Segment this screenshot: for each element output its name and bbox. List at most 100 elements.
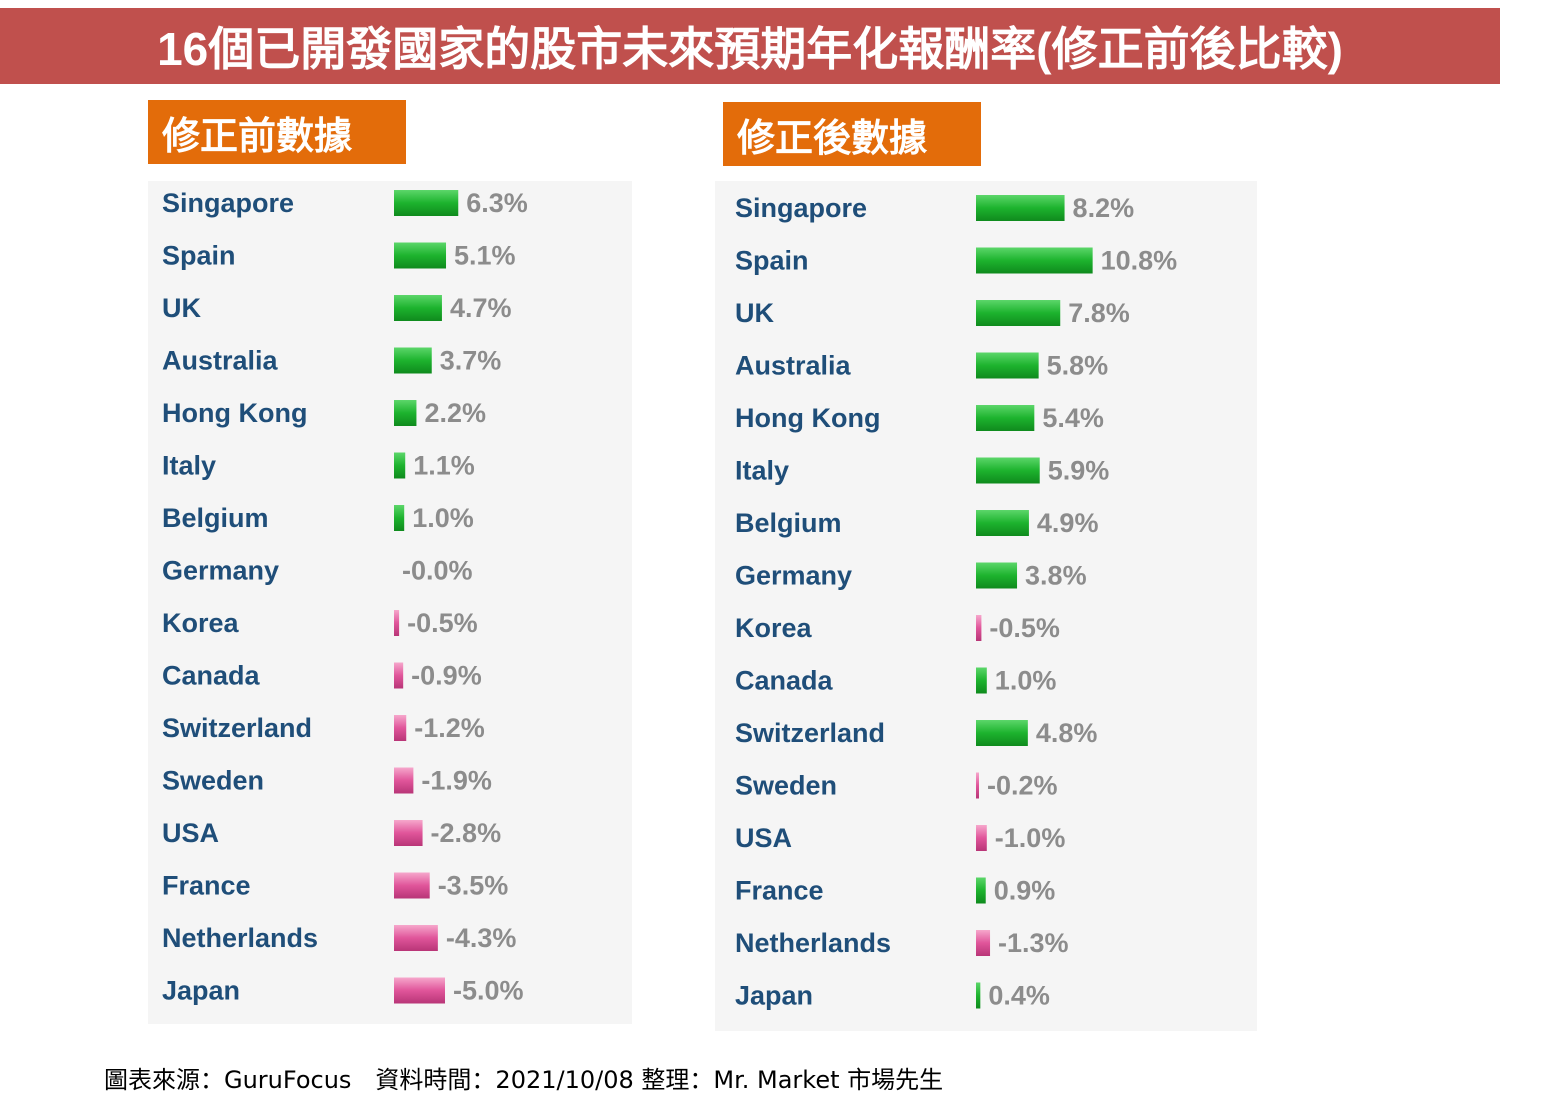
bar	[976, 195, 1065, 221]
bar	[394, 977, 445, 1004]
bar	[394, 820, 423, 846]
source-note: 圖表來源：GuruFocus 資料時間：2021/10/08 整理：Mr. Ma…	[104, 1066, 944, 1094]
value-label: 4.9%	[1037, 508, 1099, 538]
bar	[976, 930, 991, 956]
value-label: -1.0%	[995, 823, 1066, 853]
country-label: Japan	[162, 976, 240, 1006]
bar	[976, 405, 1035, 431]
country-label: Belgium	[162, 503, 269, 533]
bar	[976, 352, 1039, 379]
country-label: Hong Kong	[162, 398, 307, 428]
bar	[394, 347, 432, 374]
value-label: 5.4%	[1042, 403, 1104, 433]
country-label: Switzerland	[735, 718, 885, 748]
bar	[976, 457, 1040, 484]
bar	[394, 400, 417, 426]
value-label: 5.9%	[1048, 456, 1110, 486]
country-label: Singapore	[735, 193, 867, 223]
value-label: -3.5%	[438, 871, 509, 901]
country-label: Spain	[735, 246, 809, 276]
country-label: Italy	[735, 456, 789, 486]
bar	[976, 247, 1093, 274]
value-label: 4.7%	[450, 293, 512, 323]
panel-label-after: 修正後數據	[723, 102, 981, 166]
value-label: 1.0%	[995, 666, 1057, 696]
value-label: -0.2%	[987, 771, 1058, 801]
bar	[976, 877, 986, 904]
value-label: 1.1%	[413, 451, 475, 481]
country-label: USA	[162, 818, 219, 848]
country-label: Australia	[162, 346, 279, 376]
bar	[394, 715, 407, 741]
value-label: -1.9%	[421, 766, 492, 796]
value-label: -1.2%	[414, 713, 485, 743]
bar	[394, 767, 414, 794]
country-label: Korea	[735, 613, 813, 643]
bar	[976, 825, 987, 851]
value-label: 5.1%	[454, 241, 516, 271]
country-label: Singapore	[162, 188, 294, 218]
country-label: Hong Kong	[735, 403, 880, 433]
bar	[394, 295, 442, 321]
value-label: -0.5%	[989, 613, 1060, 643]
country-label: Sweden	[162, 766, 264, 796]
value-label: 0.9%	[994, 876, 1056, 906]
bar	[976, 772, 979, 799]
bar	[976, 300, 1061, 326]
value-label: 5.8%	[1047, 351, 1109, 381]
chart-panel-after: Singapore 8.2% Spain 10.8% UK 7.8% Australia 5.…	[715, 181, 1257, 1031]
country-label: Germany	[735, 561, 852, 591]
chart-panel-before: Singapore 6.3% Spain 5.1% UK 4.7% Australia 3.7…	[148, 181, 632, 1024]
value-label: 7.8%	[1068, 298, 1130, 328]
value-label: -5.0%	[453, 976, 524, 1006]
bar	[394, 452, 406, 479]
bar	[976, 615, 982, 641]
value-label: 0.4%	[988, 981, 1050, 1011]
value-label: -2.8%	[431, 818, 502, 848]
country-label: Switzerland	[162, 713, 312, 743]
country-label: USA	[735, 823, 792, 853]
value-label: 3.8%	[1025, 561, 1087, 591]
bar	[394, 242, 447, 269]
country-label: Sweden	[735, 771, 837, 801]
value-label: 4.8%	[1036, 718, 1098, 748]
country-label: France	[735, 876, 824, 906]
bar	[976, 510, 1029, 536]
bar	[394, 925, 438, 951]
country-label: Canada	[735, 666, 834, 696]
country-label: France	[162, 871, 251, 901]
bar-chart-after: Singapore 8.2% Spain 10.8% UK 7.8% Australia 5.…	[735, 193, 1178, 1011]
country-label: Spain	[162, 241, 236, 271]
value-label: 3.7%	[440, 346, 502, 376]
country-label: Germany	[162, 556, 279, 586]
bar	[394, 190, 459, 216]
bar	[976, 667, 987, 694]
bar	[394, 505, 405, 531]
value-label: 6.3%	[466, 188, 528, 218]
country-label: Canada	[162, 661, 261, 691]
country-label: Netherlands	[735, 928, 891, 958]
value-label: -1.3%	[998, 928, 1069, 958]
value-label: -0.9%	[411, 661, 482, 691]
bar	[976, 982, 981, 1009]
value-label: -0.0%	[402, 556, 473, 586]
bar	[394, 872, 430, 899]
value-label: -0.5%	[407, 608, 478, 638]
country-label: Netherlands	[162, 923, 318, 953]
bar-chart-before: Singapore 6.3% Spain 5.1% UK 4.7% Australia 3.7…	[162, 188, 528, 1006]
bar	[394, 610, 400, 636]
bar	[976, 720, 1028, 746]
country-label: Belgium	[735, 508, 842, 538]
country-label: Australia	[735, 351, 852, 381]
page-title: 16個已開發國家的股市未來預期年化報酬率(修正前後比較)	[0, 8, 1500, 84]
value-label: 2.2%	[424, 398, 486, 428]
panel-label-before: 修正前數據	[148, 100, 406, 164]
country-label: Italy	[162, 451, 216, 481]
country-label: Korea	[162, 608, 240, 638]
country-label: Japan	[735, 981, 813, 1011]
value-label: 10.8%	[1101, 246, 1178, 276]
country-label: UK	[162, 293, 201, 323]
value-label: 8.2%	[1073, 193, 1135, 223]
bar	[976, 562, 1018, 589]
value-label: 1.0%	[412, 503, 474, 533]
